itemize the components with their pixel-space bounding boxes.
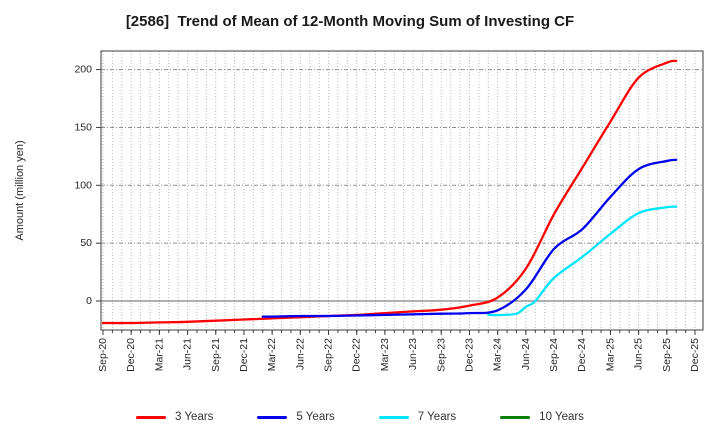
y-tick-label: 0 [86,295,92,307]
x-tick-label: Sep-21 [210,338,222,372]
legend-label: 3 Years [175,411,214,423]
x-tick-label: Dec-25 [689,338,701,372]
x-tick-label: Mar-21 [153,338,165,371]
legend-line-icon [136,415,167,419]
legend-line-icon [500,415,531,419]
y-tick-label: 200 [74,64,92,76]
legend-item-7-years: 7 Years [378,411,457,423]
x-tick-label: Mar-25 [604,338,616,371]
y-tick-label: 150 [74,121,92,133]
y-tick-label: 100 [74,179,92,191]
series-line-3-years [101,59,678,325]
x-tick-label: Mar-22 [266,338,278,371]
legend-label: 7 Years [417,411,457,423]
x-tick-label: Dec-24 [576,338,588,372]
series-line-7-years [487,205,678,317]
x-tick-label: Sep-23 [435,338,447,372]
x-tick-label: Jun-21 [182,338,194,370]
legend-item-10-years: 10 Years [500,411,584,423]
x-tick-label: Dec-23 [463,338,475,372]
x-tick-label: Sep-25 [661,338,673,372]
series-line-5-years [261,158,678,318]
x-tick-label: Jun-23 [407,338,419,370]
x-tick-label: Dec-22 [351,338,363,372]
x-tick-label: Sep-20 [97,338,109,372]
legend: 3 Years 5 Years 7 Years 10 Years [0,404,720,430]
legend-line-icon [378,415,409,419]
chart-title: [2586] Trend of Mean of 12-Month Moving … [125,13,575,30]
legend-item-5-years: 5 Years [257,411,335,423]
x-tick-label: Mar-24 [492,338,504,371]
plot-border [100,50,704,331]
legend-item-3-years: 3 Years [136,411,213,423]
legend-label: 10 Years [539,411,584,423]
x-tick-label: Sep-22 [323,338,335,372]
x-tick-label: Sep-24 [548,338,560,372]
y-tick-label: 50 [80,237,92,249]
x-tick-label: Jun-22 [294,338,306,370]
x-tick-label: Jun-24 [520,338,532,370]
x-tick-label: Dec-21 [238,338,250,372]
x-tick-label: Jun-25 [633,338,645,370]
legend-line-icon [257,415,288,419]
x-tick-label: Mar-23 [379,338,391,371]
y-axis-label: Amount (million yen) [14,140,26,240]
x-tick-label: Dec-20 [125,338,137,372]
legend-label: 5 Years [296,411,335,423]
